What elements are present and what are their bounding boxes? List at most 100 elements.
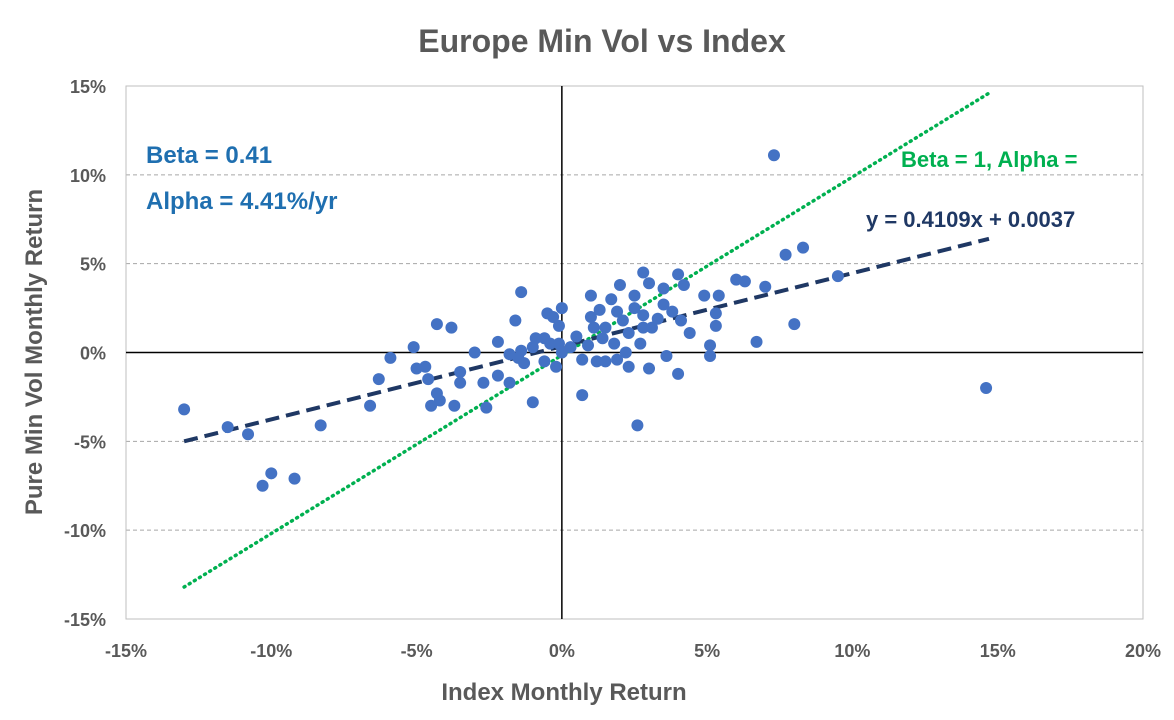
data-point: [622, 326, 635, 339]
data-point: [555, 302, 568, 315]
data-point: [619, 346, 632, 359]
data-point: [709, 307, 722, 320]
y-tick-label: -5%: [74, 432, 106, 452]
data-point: [372, 373, 385, 386]
data-point: [672, 367, 685, 380]
beta-annotation: Beta = 0.41: [146, 142, 272, 169]
data-point: [221, 421, 234, 434]
x-tick-label: 10%: [834, 641, 870, 661]
data-point: [637, 266, 650, 279]
y-tick-label: 15%: [70, 77, 106, 97]
data-point: [750, 335, 763, 348]
data-point: [555, 346, 568, 359]
data-point: [178, 403, 191, 416]
y-tick-label: 10%: [70, 166, 106, 186]
data-point: [712, 289, 725, 302]
data-point: [622, 360, 635, 373]
data-point: [660, 350, 673, 363]
data-point: [518, 357, 531, 370]
data-point: [657, 298, 670, 311]
data-point: [425, 399, 438, 412]
data-point: [704, 350, 717, 363]
data-point: [788, 318, 801, 331]
data-point: [645, 321, 658, 334]
data-point: [683, 326, 696, 339]
data-point: [674, 314, 687, 327]
x-tick-label: -15%: [105, 641, 147, 661]
data-point: [288, 472, 301, 485]
data-point: [599, 321, 612, 334]
data-point: [767, 149, 780, 162]
data-point: [628, 302, 641, 315]
data-point: [242, 428, 255, 441]
data-point: [509, 314, 522, 327]
data-point: [698, 289, 711, 302]
data-point: [454, 376, 467, 389]
data-point: [547, 310, 560, 323]
x-tick-labels: -15% -10% -5% 0% 5% 10% 15% 20%: [105, 641, 1161, 661]
data-point: [265, 467, 278, 480]
data-point: [552, 319, 565, 332]
data-point: [634, 337, 647, 350]
data-point: [831, 270, 844, 283]
data-point: [587, 321, 600, 334]
chart-title: Europe Min Vol vs Index: [418, 23, 786, 59]
x-tick-label: 5%: [694, 641, 720, 661]
y-tick-label: 0%: [80, 344, 106, 364]
data-point: [576, 389, 589, 402]
data-point: [608, 337, 621, 350]
data-point: [477, 376, 490, 389]
y-axis-title: Pure Min Vol Monthly Return: [21, 189, 48, 515]
data-point: [637, 309, 650, 322]
data-point: [613, 278, 626, 291]
data-point: [550, 360, 563, 373]
data-point: [480, 401, 493, 414]
data-point: [628, 289, 641, 302]
x-tick-label: -5%: [401, 641, 433, 661]
data-point: [407, 341, 420, 354]
trendline-equation: y = 0.4109x + 0.0037: [866, 207, 1075, 232]
data-point: [797, 241, 810, 254]
data-point: [564, 341, 577, 354]
data-point: [538, 355, 551, 368]
x-axis-title: Index Monthly Return: [441, 679, 686, 706]
x-tick-label: -10%: [250, 641, 292, 661]
data-point: [677, 278, 690, 291]
x-tick-label: 15%: [980, 641, 1016, 661]
beta1-annotation: Beta = 1, Alpha =: [901, 147, 1077, 172]
data-point: [584, 310, 597, 323]
data-point: [616, 314, 629, 327]
data-point: [599, 355, 612, 368]
data-point: [584, 289, 597, 302]
data-point: [576, 353, 589, 366]
data-point: [364, 399, 377, 412]
x-tick-label: 20%: [1125, 641, 1161, 661]
data-point: [643, 362, 656, 375]
data-point: [384, 351, 397, 364]
data-point: [631, 419, 644, 432]
y-tick-label: 5%: [80, 255, 106, 275]
data-point: [605, 293, 618, 306]
beta1-line: [182, 91, 991, 589]
data-point: [314, 419, 327, 432]
data-point: [582, 339, 595, 352]
data-point: [590, 355, 603, 368]
data-point: [515, 286, 528, 299]
alpha-annotation: Alpha = 4.41%/yr: [146, 188, 337, 215]
data-point: [643, 277, 656, 290]
data-point: [759, 280, 772, 293]
data-point: [491, 335, 504, 348]
data-point: [570, 330, 583, 343]
data-point: [445, 321, 458, 334]
data-point: [529, 332, 542, 345]
data-point: [596, 332, 609, 345]
data-point: [256, 479, 269, 492]
data-point: [611, 305, 624, 318]
data-point: [709, 319, 722, 332]
x-tick-label: 0%: [549, 641, 575, 661]
data-point: [651, 312, 664, 325]
data-point: [637, 321, 650, 334]
data-point: [593, 303, 606, 316]
data-point: [422, 373, 435, 386]
